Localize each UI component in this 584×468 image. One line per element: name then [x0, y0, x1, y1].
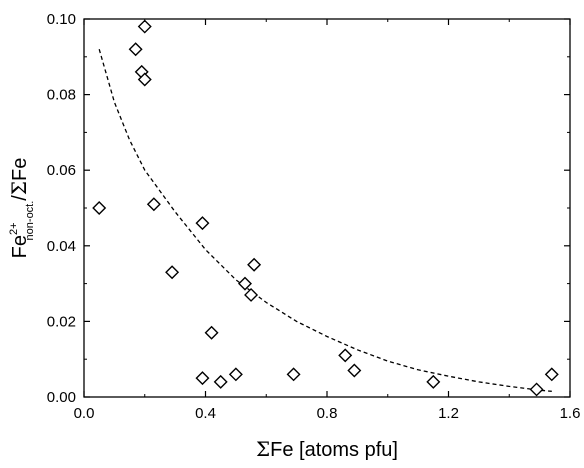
y-tick-label: 0.06	[47, 162, 76, 179]
data-point-diamond	[195, 371, 210, 386]
y-axis-title-slash: /	[9, 195, 31, 201]
data-point-diamond	[165, 265, 180, 280]
data-point-diamond	[204, 325, 219, 340]
x-tick-label: 1.2	[438, 405, 459, 422]
y-axis-title-fe-total: Fe	[9, 158, 31, 181]
y-axis-title: Fe2+ non-oct./ΣFe	[7, 158, 36, 259]
data-point-diamond	[244, 287, 259, 302]
data-point-diamond	[347, 363, 362, 378]
y-tick-label: 0.10	[47, 11, 76, 28]
data-point-diamond	[137, 19, 152, 34]
y-axis-title-fe: Fe	[9, 235, 31, 258]
y-axis-title-sigma: Σ	[7, 181, 31, 195]
data-point-diamond	[128, 42, 143, 57]
data-point-diamond	[426, 374, 441, 389]
data-point-diamond	[228, 367, 243, 382]
data-point-diamond	[544, 367, 559, 382]
data-point-diamond	[286, 367, 301, 382]
data-point-diamond	[529, 382, 544, 397]
data-point-diamond	[237, 276, 252, 291]
x-axis-title-text: Fe [atoms pfu]	[270, 439, 398, 461]
trend-curve	[98, 49, 552, 392]
data-point-diamond	[146, 197, 161, 212]
y-tick-label: 0.08	[47, 87, 76, 104]
x-tick-label: 1.6	[560, 405, 581, 422]
data-point-diamond	[137, 72, 152, 87]
y-axis-title-subscript: non-oct.	[24, 201, 36, 241]
x-tick-label: 0.4	[195, 405, 216, 422]
y-axis-title-superscript: 2+	[8, 222, 20, 235]
data-point-diamond	[92, 201, 107, 215]
data-point-diamond	[247, 257, 262, 272]
x-axis-title: ΣFe [atoms pfu]	[256, 437, 398, 461]
data-point-diamond	[213, 374, 228, 389]
y-tick-label: 0.04	[47, 238, 76, 255]
y-tick-label: 0.02	[47, 313, 76, 330]
x-tick-label: 0.8	[317, 405, 338, 422]
x-axis-title-sigma: Σ	[256, 437, 270, 461]
x-tick-label: 0.0	[74, 405, 95, 422]
y-tick-label: 0.00	[47, 389, 76, 406]
data-point-diamond	[195, 216, 210, 231]
data-point-diamond	[338, 348, 353, 363]
